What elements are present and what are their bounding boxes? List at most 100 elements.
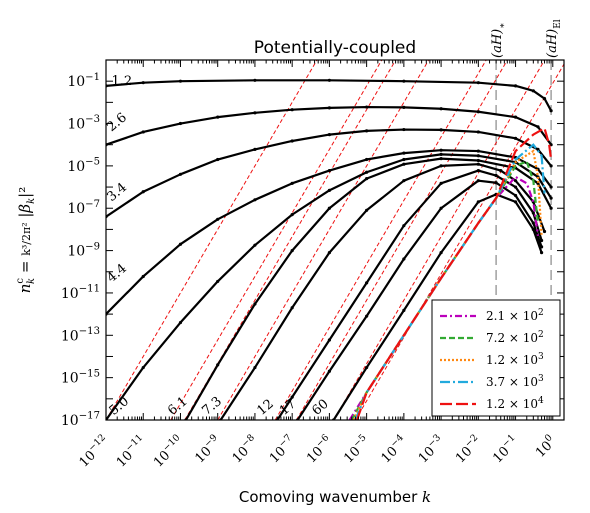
curve-point xyxy=(216,115,220,119)
curve-point xyxy=(365,177,369,181)
curve-point xyxy=(439,181,443,185)
curve-point xyxy=(476,200,480,204)
curve-point xyxy=(216,157,220,162)
y-tick-label: 10−15 xyxy=(61,368,100,386)
x-tick-label: 10−12 xyxy=(75,432,113,470)
curve-point xyxy=(513,200,518,204)
spectrum-curve xyxy=(106,105,552,146)
curve-point xyxy=(476,162,480,166)
curve-point xyxy=(402,79,406,83)
curve-labels: 1.22.63.44.45.0 6.1 7.3 12 17 60 xyxy=(104,74,331,419)
curve-point xyxy=(365,281,369,285)
curve-point xyxy=(549,164,553,168)
curve-point xyxy=(141,365,145,370)
curve-point xyxy=(439,206,443,210)
curve-point xyxy=(327,133,331,137)
curve-point xyxy=(216,217,220,221)
x-axis-label: Comoving wavenumber k xyxy=(239,488,431,506)
curve-point xyxy=(178,242,183,246)
curve-point xyxy=(327,188,331,192)
asymptote-line xyxy=(106,60,318,420)
curve-point xyxy=(499,168,503,173)
spectrum-curve xyxy=(184,157,553,420)
curve-point xyxy=(439,148,443,152)
curve-point xyxy=(365,157,369,162)
curve-point xyxy=(290,248,294,253)
curve-point xyxy=(439,251,443,255)
legend-label: 3.7 × 103 xyxy=(486,374,544,389)
curve-point xyxy=(216,279,220,284)
curve-point xyxy=(253,78,257,82)
curve-point xyxy=(327,369,331,373)
curve-point xyxy=(476,130,480,134)
curve-label: 3.4 xyxy=(104,180,129,205)
series-line xyxy=(355,126,553,420)
curve-point xyxy=(290,181,294,185)
curve-point xyxy=(549,196,553,200)
curve-point xyxy=(365,170,369,174)
curve-point xyxy=(402,151,406,155)
curve-point xyxy=(216,363,220,367)
curve-point xyxy=(531,221,535,225)
spectrum-curve xyxy=(106,128,552,218)
curve-point xyxy=(536,125,540,129)
x-tick-label: 10−2 xyxy=(451,432,485,466)
curve-point xyxy=(513,136,518,140)
curve-point xyxy=(402,162,406,166)
curve-point xyxy=(513,115,518,119)
curve-point xyxy=(402,308,406,312)
curve-point xyxy=(253,302,257,306)
y-tick-label: 10−11 xyxy=(61,284,100,302)
chart-title: Potentially-coupled xyxy=(254,38,416,58)
y-tick-label: 10−13 xyxy=(61,326,100,344)
curve-point xyxy=(253,243,257,247)
curve-point xyxy=(476,168,480,173)
curve-point xyxy=(402,179,406,183)
curve-point xyxy=(253,365,257,370)
curve-point xyxy=(290,108,294,112)
curve-point xyxy=(327,206,331,210)
curve-point xyxy=(531,89,535,93)
y-tick-label: 10−9 xyxy=(67,241,100,259)
curve-point xyxy=(253,111,257,115)
x-tick-label: 10−3 xyxy=(414,432,448,466)
x-tick-label: 100 xyxy=(531,432,560,461)
curve-point xyxy=(531,211,535,215)
curve-label: 7.3 xyxy=(199,394,224,419)
curve-point xyxy=(513,179,518,183)
legend-label: 2.1 × 102 xyxy=(486,308,544,323)
asymptote-line xyxy=(354,63,564,420)
curve-point xyxy=(365,129,369,133)
plot-area xyxy=(106,60,564,420)
curve-point xyxy=(365,105,369,109)
spectrum-curve xyxy=(106,153,553,420)
curve-label: 6.1 xyxy=(165,394,190,419)
curve-point xyxy=(494,181,498,185)
curve-point xyxy=(141,274,145,279)
curve-point xyxy=(253,198,257,202)
axis-ticks: 10−1210−1110−1010−910−810−710−610−510−41… xyxy=(61,59,565,470)
curve-point xyxy=(439,107,443,111)
spectrum-curve xyxy=(219,163,546,420)
curve-point xyxy=(476,110,480,114)
y-tick-label: 10−1 xyxy=(67,72,100,90)
curve-point xyxy=(290,306,294,310)
curve-point xyxy=(476,154,480,158)
y-axis-label: nck = k³/2π² |βk|² xyxy=(15,187,37,294)
curve-point xyxy=(542,229,547,234)
asymptote-line xyxy=(170,60,383,420)
x-tick-label: 10−7 xyxy=(265,432,299,466)
curve-point xyxy=(439,164,443,168)
curve-point xyxy=(476,158,480,163)
curve-point xyxy=(327,106,331,110)
x-tick-label: 10−6 xyxy=(302,432,336,466)
curve-point xyxy=(365,314,369,318)
x-tick-label: 10−8 xyxy=(228,432,262,466)
x-tick-label: 10−4 xyxy=(377,432,411,466)
y-tick-label: 10−7 xyxy=(67,199,100,217)
legend-label: 1.2 × 104 xyxy=(486,396,544,411)
curve-point xyxy=(141,190,145,194)
curve-label: 60 xyxy=(309,397,331,419)
asymptote-line xyxy=(217,60,430,420)
